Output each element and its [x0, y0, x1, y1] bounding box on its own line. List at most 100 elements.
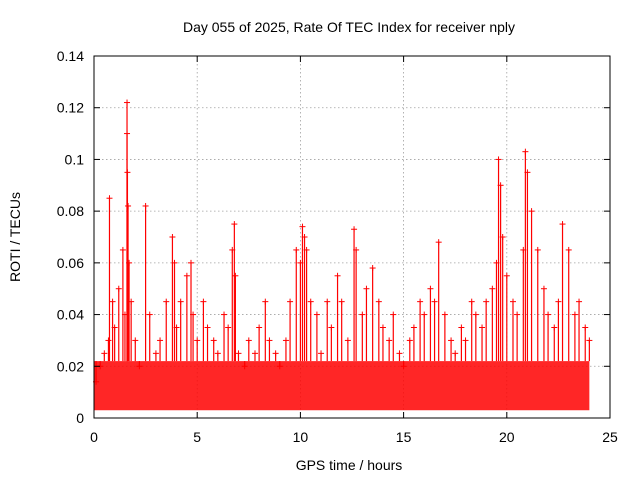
data-point [328, 324, 335, 331]
data-point [483, 298, 490, 305]
data-point [177, 298, 184, 305]
data-point [435, 239, 442, 246]
data-point [524, 169, 531, 176]
data-point [272, 350, 279, 357]
data-point [251, 350, 258, 357]
data-point [142, 202, 149, 209]
data-point [119, 246, 126, 253]
data-point [307, 298, 314, 305]
data-point [282, 337, 289, 344]
y-tick-label: 0.12 [57, 100, 84, 116]
data-point [472, 311, 479, 318]
data-point [194, 337, 201, 344]
x-tick-label: 20 [499, 429, 515, 445]
data-point [106, 195, 113, 202]
data-point [540, 285, 547, 292]
data-point [169, 234, 176, 240]
data-point [313, 311, 320, 318]
data-point [125, 202, 132, 209]
y-tick-label: 0.1 [65, 151, 85, 167]
x-tick-label: 5 [193, 429, 201, 445]
data-point [171, 259, 178, 266]
data-point [136, 363, 143, 370]
data-point [128, 298, 135, 305]
data-point [582, 324, 589, 331]
dense-band-fill [94, 361, 590, 411]
data-point [344, 337, 351, 344]
data-point [458, 324, 465, 331]
data-point [489, 285, 496, 292]
data-point [287, 298, 294, 305]
data-point [534, 246, 541, 253]
data-point [225, 324, 232, 331]
data-point [479, 324, 486, 331]
data-point [183, 272, 190, 279]
data-point [565, 246, 572, 253]
x-tick-label: 0 [90, 429, 98, 445]
data-point [369, 265, 376, 272]
data-point [448, 337, 455, 344]
x-tick-label: 25 [602, 429, 618, 445]
data-point [293, 246, 300, 253]
data-point [406, 337, 413, 344]
data-point [338, 298, 345, 305]
data-point [232, 272, 239, 279]
data-point [499, 234, 506, 240]
data-point [124, 130, 131, 137]
axis-ticks: 0 5 10 15 20 25 0 0.02 0.04 0.06 0.08 0.1 0.12 0.14 [57, 48, 618, 445]
data-point [495, 156, 502, 163]
data-point [427, 285, 434, 292]
data-points [93, 99, 593, 385]
data-point [101, 350, 108, 357]
data-point [452, 350, 459, 357]
data-point [417, 298, 424, 305]
dense-background-band [94, 361, 590, 411]
data-point [576, 298, 583, 305]
data-point [210, 337, 217, 344]
data-point [173, 324, 180, 331]
data-point [353, 246, 360, 253]
data-point [124, 169, 131, 176]
data-point [555, 298, 562, 305]
data-point [241, 363, 248, 370]
y-tick-label: 0.08 [57, 203, 84, 219]
x-tick-label: 15 [396, 429, 412, 445]
data-point [545, 311, 552, 318]
data-point [334, 272, 341, 279]
data-point [266, 337, 273, 344]
data-point [235, 350, 242, 357]
data-point [152, 350, 159, 357]
x-axis-label: GPS time / hours [296, 457, 403, 473]
data-point [396, 350, 403, 357]
plot-frame [93, 55, 611, 419]
data-point [132, 337, 139, 344]
data-point [262, 298, 269, 305]
y-tick-label: 0.14 [57, 48, 84, 64]
data-point [221, 311, 228, 318]
data-point [586, 337, 593, 344]
data-point [468, 298, 475, 305]
y-tick-label: 0.04 [57, 307, 84, 323]
data-point [410, 324, 417, 331]
data-point [303, 246, 310, 253]
data-point [124, 99, 131, 106]
data-point [351, 226, 358, 233]
y-tick-label: 0 [76, 410, 84, 426]
data-point [503, 272, 510, 279]
data-point [299, 223, 306, 230]
data-point [522, 148, 529, 155]
data-point [528, 208, 535, 215]
data-point [163, 298, 170, 305]
data-point [363, 285, 370, 292]
data-point [431, 298, 438, 305]
data-point [157, 337, 164, 344]
data-point [188, 259, 195, 266]
chart-title: Day 055 of 2025, Rate Of TEC Index for r… [183, 19, 515, 35]
data-point [497, 182, 504, 189]
data-point [375, 298, 382, 305]
data-point [146, 311, 153, 318]
data-point [462, 337, 469, 344]
grid-lines [94, 56, 610, 418]
data-point [514, 311, 521, 318]
